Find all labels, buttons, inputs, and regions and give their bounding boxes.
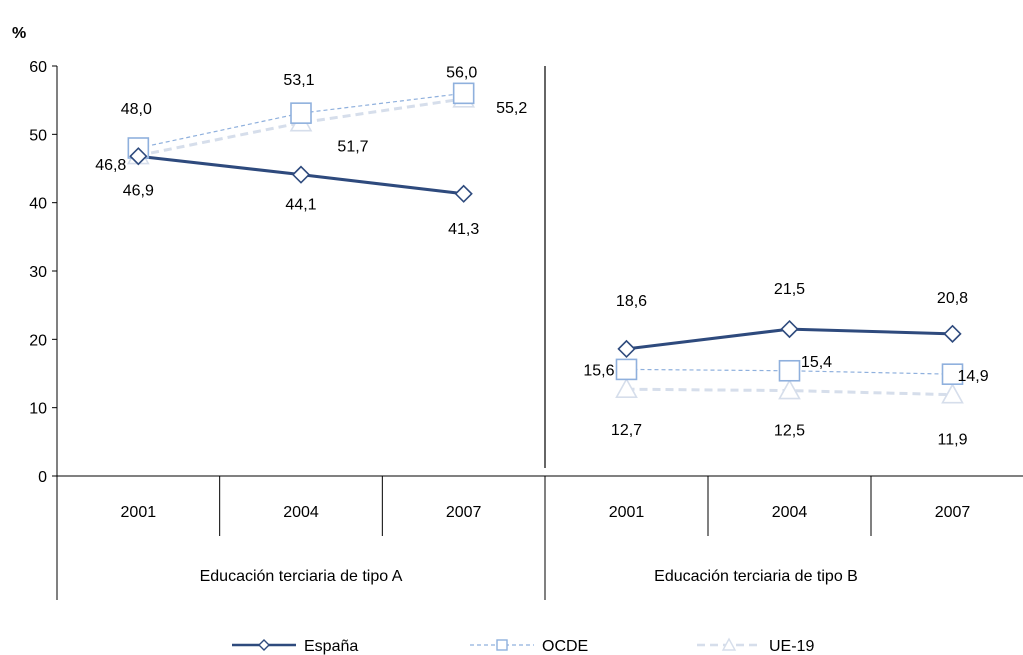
diamond-marker — [943, 324, 962, 343]
x-tick-label: 2004 — [283, 504, 319, 521]
data-label: 44,1 — [285, 197, 316, 214]
y-unit-label: % — [12, 25, 26, 42]
diamond-marker — [617, 339, 636, 359]
group-label: Educación terciaria de tipo A — [200, 568, 403, 585]
data-label: 11,9 — [938, 432, 968, 449]
data-label: 48,0 — [121, 101, 152, 118]
data-label: 18,6 — [616, 293, 647, 310]
y-tick-label: 0 — [38, 469, 47, 486]
data-label: 51,7 — [337, 139, 368, 156]
y-tick-label: 30 — [29, 264, 47, 281]
legend-diamond-icon — [258, 639, 270, 651]
x-tick-label: 2001 — [121, 504, 157, 521]
triangle-marker — [615, 377, 638, 399]
legend-square-icon — [496, 639, 508, 651]
square-marker — [778, 359, 801, 382]
diamond-marker — [129, 147, 148, 166]
legend-label: OCDE — [542, 638, 588, 655]
y-tick-label: 40 — [29, 196, 47, 213]
data-label: 12,5 — [774, 423, 805, 440]
triangle-marker — [778, 378, 801, 400]
data-label: 46,9 — [123, 183, 154, 200]
diamond-marker — [780, 319, 799, 339]
x-tick-label: 2004 — [772, 504, 808, 521]
square-marker — [290, 102, 312, 124]
legend-label: UE-19 — [769, 638, 814, 655]
data-label: 46,8 — [95, 157, 126, 174]
axes: 0 10 20 30 40 50 60 2001 2004 2007 Educación terci… — [29, 59, 1023, 600]
data-label: 56,0 — [446, 64, 477, 81]
square-marker — [452, 82, 475, 105]
series-markers — [126, 82, 964, 404]
x-tick-label: 2007 — [446, 504, 482, 521]
data-label: 21,5 — [774, 281, 805, 298]
data-labels: 46,8 44,1 41,3 48,0 53,1 56,0 46,9 51,7 55,2 18,6… — [95, 64, 989, 448]
y-tick-label: 10 — [29, 401, 47, 418]
triangle-marker — [941, 383, 964, 404]
x-tick-label: 2007 — [935, 504, 971, 521]
group-label: Educación terciaria de tipo B — [654, 568, 858, 585]
data-label: 14,9 — [958, 368, 989, 385]
data-label: 20,8 — [937, 290, 968, 307]
y-tick-label: 50 — [29, 127, 47, 144]
square-marker — [615, 358, 638, 381]
data-label: 15,4 — [801, 354, 832, 371]
square-marker — [941, 363, 964, 385]
series-line-ue-19 — [138, 97, 464, 157]
data-label: 55,2 — [496, 100, 527, 117]
legend-triangle-icon — [721, 637, 737, 651]
diamond-marker — [291, 165, 311, 184]
data-label: 15,6 — [583, 362, 614, 379]
y-tick-label: 60 — [29, 59, 47, 76]
data-label: 12,7 — [611, 422, 642, 439]
series-line-ocde — [138, 92, 464, 149]
data-label: 53,1 — [283, 72, 314, 89]
y-tick-label: 20 — [29, 332, 47, 349]
legend-label: España — [304, 638, 358, 655]
data-label: 41,3 — [448, 221, 479, 238]
diamond-marker — [454, 184, 473, 203]
x-tick-label: 2001 — [609, 504, 645, 521]
legend: España OCDE UE-19 — [232, 637, 814, 655]
